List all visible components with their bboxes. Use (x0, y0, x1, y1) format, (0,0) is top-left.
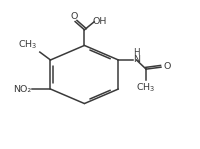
Text: H: H (132, 48, 139, 57)
Text: OH: OH (92, 17, 106, 26)
Text: CH$_3$: CH$_3$ (136, 81, 155, 94)
Text: CH$_3$: CH$_3$ (18, 39, 38, 51)
Text: O: O (163, 62, 170, 71)
Text: NO₂: NO₂ (13, 84, 31, 94)
Text: N: N (132, 55, 139, 65)
Text: O: O (70, 12, 77, 21)
